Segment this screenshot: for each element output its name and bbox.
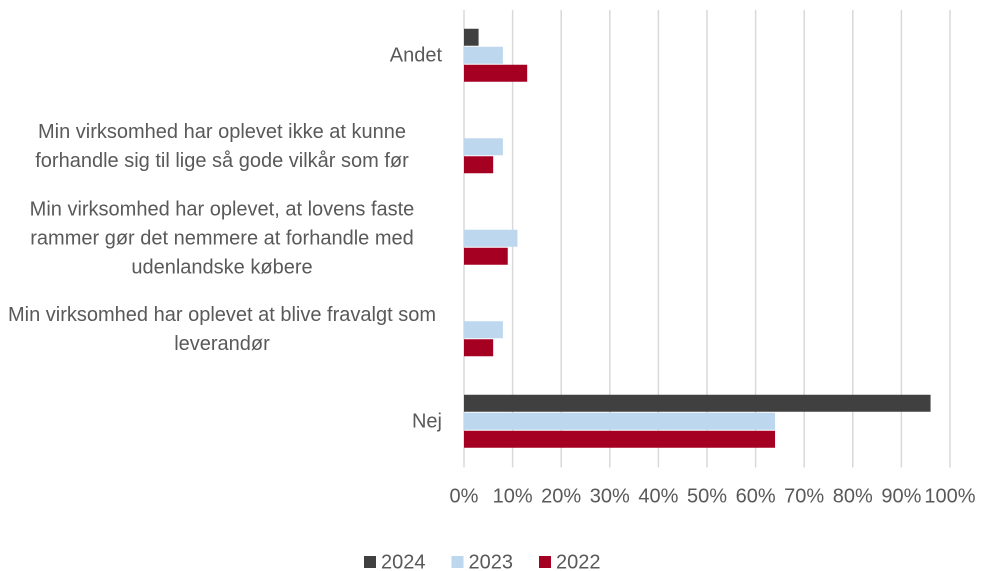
- bar: [464, 46, 503, 64]
- bar: [464, 156, 494, 174]
- y-tick-label: Min virksomhed har oplevet at blive frav…: [8, 304, 436, 356]
- legend-swatch: [364, 556, 376, 568]
- y-tick-label: Min virksomhed har oplevet, at lovens fa…: [29, 198, 415, 279]
- bar: [464, 28, 479, 46]
- x-tick-label: 30%: [590, 485, 630, 507]
- legend-swatch: [539, 556, 551, 568]
- x-tick-label: 20%: [541, 485, 581, 507]
- bar: [464, 247, 508, 265]
- x-tick-label: 50%: [687, 485, 727, 507]
- y-tick-label: Nej: [411, 410, 442, 433]
- legend-label: 2022: [556, 551, 601, 571]
- x-tick-label: 70%: [784, 485, 824, 507]
- bar: [464, 138, 503, 156]
- bar: [464, 430, 776, 448]
- bar: [464, 64, 528, 82]
- x-tick-label: 90%: [881, 485, 921, 507]
- bar: [464, 394, 931, 412]
- x-tick-label: 80%: [833, 485, 873, 507]
- legend-label: 2023: [469, 551, 514, 571]
- x-tick-label: 0%: [450, 485, 479, 507]
- bar: [464, 229, 518, 247]
- bar: [464, 412, 776, 430]
- x-tick-label: 100%: [924, 485, 975, 507]
- bar: [464, 339, 494, 357]
- x-tick-label: 40%: [638, 485, 678, 507]
- y-tick-label: Andet: [389, 44, 442, 67]
- legend-label: 2024: [381, 551, 426, 571]
- bar: [464, 321, 503, 339]
- x-tick-label: 60%: [736, 485, 776, 507]
- y-tick-label: Min virksomhed har oplevet ikke at kunne…: [35, 121, 409, 173]
- x-tick-label: 10%: [493, 485, 533, 507]
- legend-swatch: [451, 556, 464, 568]
